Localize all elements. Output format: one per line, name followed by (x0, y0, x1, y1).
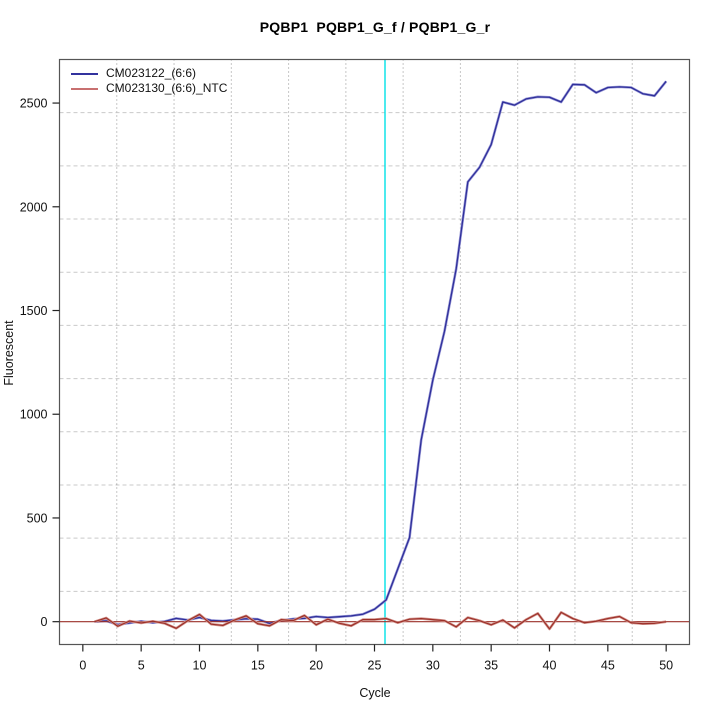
x-tick-label: 40 (543, 659, 557, 673)
y-tick-label: 1000 (20, 408, 48, 422)
x-tick-label: 45 (601, 659, 615, 673)
x-tick-label: 50 (659, 659, 673, 673)
legend-label-sample: CM023122_(6:6) (106, 66, 197, 80)
plot-box (58, 58, 691, 646)
y-tick-label: 500 (27, 511, 48, 525)
legend: CM023122_(6:6) CM023130_(6:6)_NTC (71, 66, 227, 96)
legend-item-sample: CM023122_(6:6) (71, 66, 227, 81)
ntc-curve (94, 611, 667, 630)
x-tick-label: 35 (484, 659, 498, 673)
sample-curve-halo (94, 80, 668, 626)
x-tick-label: 20 (309, 659, 323, 673)
y-tick-label: 0 (41, 615, 48, 629)
x-tick-label: 25 (368, 659, 382, 673)
x-axis-title: Cycle (359, 686, 391, 700)
x-tick-label: 5 (138, 659, 145, 673)
x-tick-label: 10 (193, 659, 207, 673)
y-tick-label: 2500 (20, 97, 48, 111)
legend-item-ntc: CM023130_(6:6)_NTC (71, 81, 227, 96)
legend-label-ntc: CM023130_(6:6)_NTC (106, 81, 228, 95)
y-axis-title: Fluorescent (2, 320, 16, 386)
plot-title: PQBP1 PQBP1_G_f / PQBP1_G_r (259, 19, 491, 35)
x-tick-label: 30 (426, 659, 440, 673)
x-tick-label: 0 (79, 659, 86, 673)
legend-line-swatch-sample (71, 72, 98, 75)
sample-curve (94, 80, 667, 626)
x-tick-label: 15 (251, 659, 265, 673)
y-tick-label: 1500 (20, 304, 48, 318)
legend-line-swatch-ntc (71, 87, 98, 90)
y-tick-label: 2000 (20, 200, 48, 214)
